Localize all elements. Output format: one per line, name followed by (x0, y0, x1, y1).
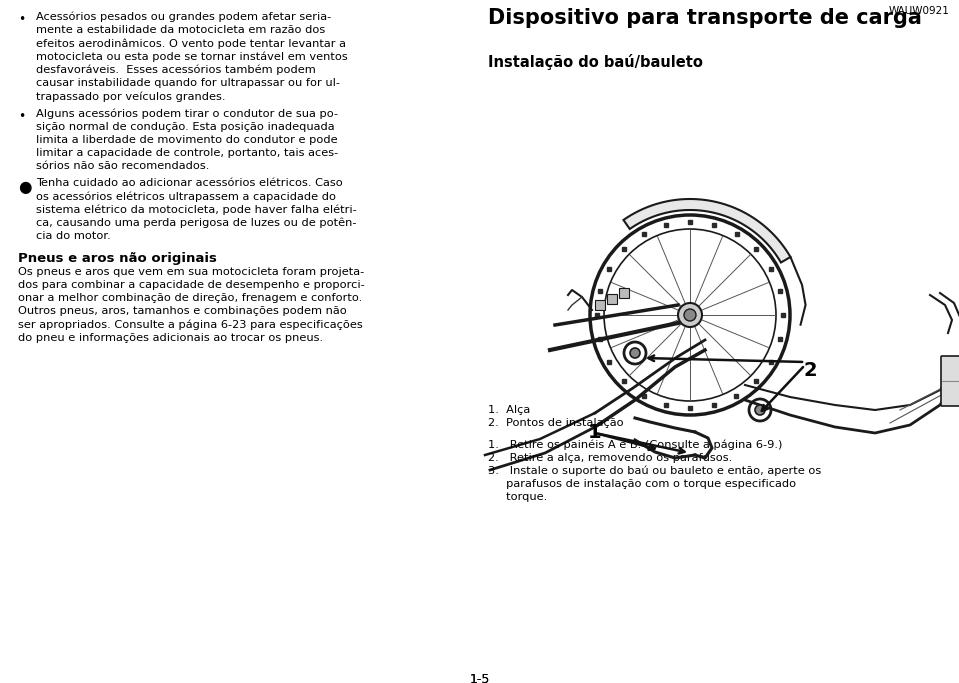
Text: desfavoráveis.  Esses acessórios também podem: desfavoráveis. Esses acessórios também p… (36, 65, 316, 75)
Text: 1-5: 1-5 (470, 673, 490, 683)
Text: Dispositivo para transporte de carga: Dispositivo para transporte de carga (488, 8, 922, 28)
Text: torque.: torque. (488, 492, 548, 502)
Text: sição normal de condução. Esta posição inadequada: sição normal de condução. Esta posição i… (36, 122, 335, 132)
Text: ser apropriados. Consulte a página 6-23 para especificações: ser apropriados. Consulte a página 6-23 … (18, 320, 363, 330)
Text: limitar a capacidade de controle, portanto, tais aces-: limitar a capacidade de controle, portan… (36, 148, 339, 158)
Text: mente a estabilidade da motocicleta em razão dos: mente a estabilidade da motocicleta em r… (36, 25, 325, 36)
Text: WAUW0921: WAUW0921 (889, 6, 950, 16)
Text: causar instabilidade quando for ultrapassar ou for ul-: causar instabilidade quando for ultrapas… (36, 78, 340, 88)
Text: os acessórios elétricos ultrapassem a capacidade do: os acessórios elétricos ultrapassem a ca… (36, 192, 336, 202)
Text: trapassado por veículos grandes.: trapassado por veículos grandes. (36, 92, 225, 102)
Text: 1.  Alça: 1. Alça (488, 405, 530, 415)
Text: 1.   Retire os painéis A e B. (Consulte a página 6-9.): 1. Retire os painéis A e B. (Consulte a … (488, 439, 783, 450)
Text: •: • (18, 110, 25, 123)
Text: do pneu e informações adicionais ao trocar os pneus.: do pneu e informações adicionais ao troc… (18, 333, 323, 343)
FancyBboxPatch shape (941, 356, 959, 406)
Text: onar a melhor combinação de direção, frenagem e conforto.: onar a melhor combinação de direção, fre… (18, 293, 363, 303)
Text: Alguns acessórios podem tirar o condutor de sua po-: Alguns acessórios podem tirar o condutor… (36, 109, 339, 119)
Text: dos para combinar a capacidade de desempenho e proporci-: dos para combinar a capacidade de desemp… (18, 280, 364, 290)
Text: Outros pneus, aros, tamanhos e combinações podem não: Outros pneus, aros, tamanhos e combinaçõ… (18, 306, 347, 316)
Text: 2: 2 (804, 361, 817, 380)
Text: 1-5: 1-5 (470, 673, 490, 683)
Text: •: • (18, 14, 25, 27)
Text: 1: 1 (588, 423, 602, 443)
Text: efeitos aerodinâmicos. O vento pode tentar levantar a: efeitos aerodinâmicos. O vento pode tent… (36, 38, 346, 49)
Circle shape (755, 405, 765, 415)
Text: motocicleta ou esta pode se tornar instável em ventos: motocicleta ou esta pode se tornar instá… (36, 52, 348, 62)
Bar (607, 294, 617, 304)
Text: 2.  Pontos de instalação: 2. Pontos de instalação (488, 418, 623, 428)
Text: sórios não são recomendados.: sórios não são recomendados. (36, 161, 209, 171)
Text: 3.   Instale o suporte do baú ou bauleto e então, aperte os: 3. Instale o suporte do baú ou bauleto e… (488, 466, 821, 476)
Text: cia do motor.: cia do motor. (36, 232, 110, 241)
Circle shape (684, 309, 696, 321)
Text: ●: ● (18, 180, 32, 195)
Text: sistema elétrico da motocicleta, pode haver falha elétri-: sistema elétrico da motocicleta, pode ha… (36, 205, 357, 215)
Circle shape (678, 303, 702, 327)
Text: Instalação do baú/bauleto: Instalação do baú/bauleto (488, 54, 703, 70)
Text: Os pneus e aros que vem em sua motocicleta foram projeta-: Os pneus e aros que vem em sua motocicle… (18, 266, 364, 277)
Polygon shape (623, 199, 790, 262)
Text: Tenha cuidado ao adicionar acessórios elétricos. Caso: Tenha cuidado ao adicionar acessórios el… (36, 178, 342, 189)
Text: parafusos de instalação com o torque especificado: parafusos de instalação com o torque esp… (488, 479, 796, 489)
Text: ca, causando uma perda perigosa de luzes ou de potên-: ca, causando uma perda perigosa de luzes… (36, 218, 357, 229)
Text: Pneus e aros não originais: Pneus e aros não originais (18, 253, 217, 266)
Circle shape (630, 348, 640, 358)
Bar (619, 288, 629, 298)
Bar (595, 300, 605, 310)
Text: limita a liberdade de movimento do condutor e pode: limita a liberdade de movimento do condu… (36, 135, 338, 145)
Text: Acessórios pesados ou grandes podem afetar seria-: Acessórios pesados ou grandes podem afet… (36, 12, 331, 23)
Text: 2.   Retire a alça, removendo os parafusos.: 2. Retire a alça, removendo os parafusos… (488, 453, 733, 462)
